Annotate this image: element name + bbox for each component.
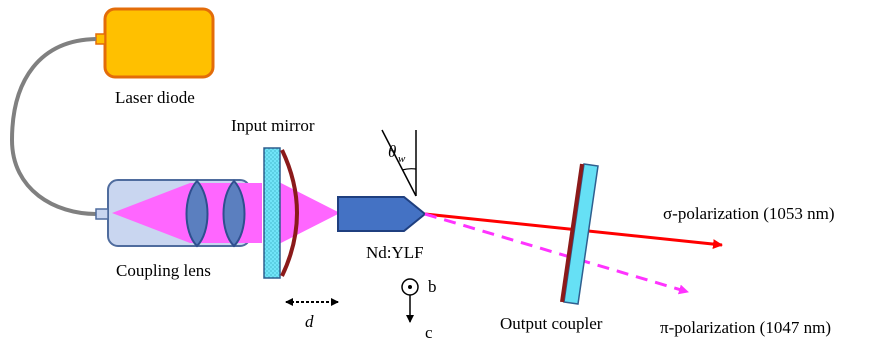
axis-b-dot (408, 285, 412, 289)
output-coupler-glass (563, 163, 599, 305)
nd-ylf-crystal (337, 196, 427, 232)
theta-subscript: w (398, 153, 406, 165)
input-mirror-label: Input mirror (231, 116, 315, 135)
lens-2 (222, 179, 246, 248)
distance-d-label: d (305, 312, 314, 331)
output-coupler-label: Output coupler (500, 314, 603, 333)
axis-b-label: b (428, 277, 437, 296)
crystal-label: Nd:YLF (366, 243, 424, 262)
pump-beam (112, 183, 190, 243)
output-coupler-coating (560, 163, 584, 303)
laser-diode-body (103, 7, 215, 79)
pi-beam-label: π-polarization (1047 nm) (660, 318, 831, 337)
input-mirror-glass (263, 147, 281, 279)
optical-fiber (9, 37, 97, 216)
input-mirror-coating (280, 149, 299, 277)
laser-diode-label: Laser diode (115, 88, 195, 107)
sigma-beam-label: σ-polarization (1053 nm) (663, 204, 835, 223)
theta-label: θ (388, 142, 396, 161)
coupling-lens-label: Coupling lens (116, 261, 211, 280)
wedge-normal-line (381, 129, 417, 197)
fiber-connector (95, 208, 109, 220)
laser-diode-connector (95, 33, 106, 45)
wedge-angle-arc (401, 168, 417, 171)
axis-c-label: c (425, 323, 433, 342)
pump-beam-focusing (275, 180, 340, 246)
lens-1 (185, 179, 209, 248)
pi-beam (424, 212, 689, 295)
